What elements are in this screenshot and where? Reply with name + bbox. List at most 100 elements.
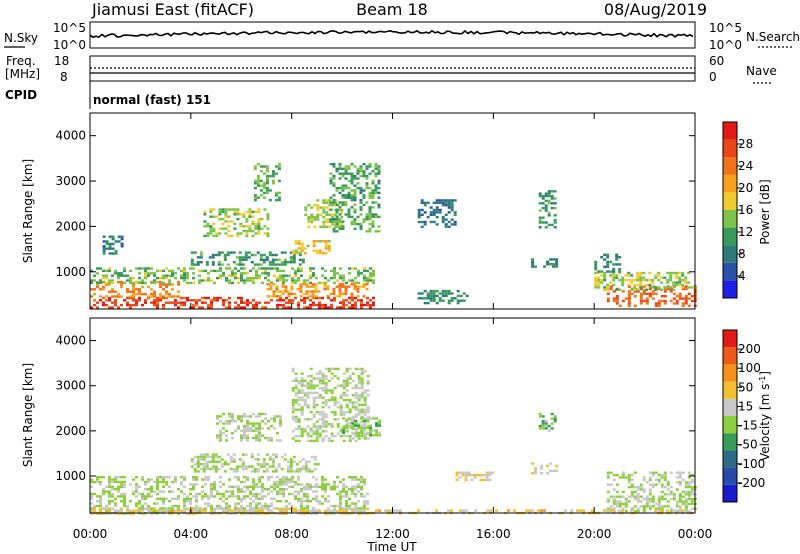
power-colorbar-swatch-6 [723, 174, 737, 193]
power-colorbar-swatch-5 [723, 192, 737, 210]
scatter-region-6 [203, 208, 270, 238]
power-colorbar-tick-0: 4 [738, 269, 746, 283]
velocity-panel: 1000 2000 3000 4000 Slant Range [km] [21, 317, 697, 515]
power-colorbar-tick-6: 28 [738, 137, 753, 151]
velocity-colorbar-swatch-9 [723, 330, 737, 348]
noise-left-tick-bottom: 10^0 [53, 38, 86, 52]
cpid-label: CPID [5, 88, 37, 102]
noise-right-tick-top: 10^5 [709, 21, 742, 35]
scatter-region-13 [531, 258, 559, 268]
velocity-colorbar-swatch-4 [723, 416, 737, 434]
freq-label-line2: [MHz] [5, 67, 40, 81]
scatter-region-0 [90, 476, 369, 515]
noise-panel: N.Sky 10^5 10^0 10^5 10^0 N.Search [4, 21, 800, 52]
power-colorbar-swatch-7 [723, 157, 737, 175]
power-colorbar-swatch-4 [723, 210, 737, 228]
scatter-region-9 [253, 162, 281, 202]
velocity-ytick-0: 1000 [55, 469, 86, 483]
velocity-ylabel: Slant Range [km] [21, 363, 35, 467]
power-panel: 1000 2000 3000 4000 Slant Range [km] [21, 112, 697, 310]
velocity-colorbar-swatch-7 [723, 364, 737, 382]
scatter-region-0 [90, 296, 375, 309]
power-heatmap [90, 162, 697, 309]
power-ytick-0: 1000 [55, 265, 86, 279]
noise-left-label: N.Sky [4, 31, 38, 45]
time-axis: 00:00 04:00 08:00 12:00 16:00 20:00 00:00 [73, 113, 713, 541]
power-colorbar-swatch-2 [723, 245, 737, 263]
velocity-colorbar-tick-2: -50 [738, 438, 758, 452]
x-tick-0: 00:00 [73, 527, 108, 541]
nave-right-tick-top: 60 [709, 54, 724, 68]
power-colorbar-tick-5: 24 [738, 159, 753, 173]
power-colorbar-tick-3: 16 [738, 203, 753, 217]
scatter-region-2 [190, 453, 320, 473]
power-ytick-2: 3000 [55, 174, 86, 188]
scatter-region-12 [417, 199, 457, 228]
station-title: Jiamusi East (fitACF) [91, 0, 254, 19]
velocity-heatmap [90, 367, 697, 515]
scatter-region-5 [291, 240, 331, 255]
noise-trace [89, 29, 694, 39]
nave-right-tick-bottom: 0 [709, 70, 717, 84]
velocity-ytick-1: 2000 [55, 424, 86, 438]
power-colorbar-swatch-0 [723, 280, 737, 298]
noise-left-tick-top: 10^5 [53, 21, 86, 35]
freq-label-line1: Freq. [6, 54, 36, 68]
velocity-colorbar: -200 -100 -50 -15 15 50 100 200 Velocity [m s-1… [722, 329, 772, 503]
beam-title: Beam 18 [356, 0, 428, 19]
date-title: 08/Aug/2019 [604, 0, 707, 19]
scatter-region-8 [455, 471, 495, 482]
x-tick-1: 04:00 [174, 527, 209, 541]
power-colorbar-swatch-1 [723, 262, 737, 281]
scatter-region-4 [190, 251, 305, 266]
freq-left-tick-bottom: 8 [60, 70, 68, 84]
noise-right-tick-bottom: 10^0 [709, 38, 742, 52]
x-axis-label: Time UT [366, 540, 417, 554]
freq-left-tick-top: 18 [54, 54, 69, 68]
velocity-colorbar-swatch-8 [723, 347, 737, 365]
power-ylabel: Slant Range [km] [21, 159, 35, 263]
x-tick-6: 00:00 [678, 527, 713, 541]
velocity-colorbar-swatch-5 [723, 398, 737, 416]
scatter-region-3 [216, 412, 282, 442]
velocity-ytick-3: 4000 [55, 334, 86, 348]
power-colorbar-tick-1: 8 [738, 247, 746, 261]
scatter-region-7 [531, 462, 559, 475]
power-ytick-3: 4000 [55, 129, 86, 143]
velocity-colorbar-swatch-6 [723, 381, 737, 399]
scatter-region-3 [266, 283, 369, 298]
power-colorbar: 4 8 12 16 20 24 28 Power [dB] [722, 121, 772, 299]
scatter-region-5 [342, 417, 382, 437]
scatter-region-16 [594, 271, 697, 291]
noise-right-label: N.Search [746, 30, 800, 44]
velocity-colorbar-tick-6: 100 [738, 361, 761, 375]
velocity-colorbar-tick-3: -15 [738, 419, 758, 433]
cpid-value: normal (fast) 151 [93, 93, 211, 107]
velocity-ytick-2: 3000 [55, 379, 86, 393]
velocity-colorbar-tick-0: -200 [738, 476, 765, 490]
power-colorbar-label: Power [dB] [758, 179, 772, 244]
velocity-colorbar-label: Velocity [m s-1] [758, 371, 772, 461]
velocity-colorbar-tick-4: 15 [738, 399, 753, 413]
power-colorbar-swatch-8 [723, 139, 737, 158]
velocity-colorbar-swatch-3 [723, 433, 737, 451]
velocity-colorbar-swatch-0 [723, 484, 737, 502]
scatter-region-9 [606, 471, 697, 513]
frequency-panel: Freq. [MHz] 18 8 60 0 Nave CPID normal (… [5, 54, 777, 109]
scatter-region-14 [538, 190, 557, 229]
scatter-region-10 [102, 235, 124, 255]
power-colorbar-swatch-3 [723, 227, 737, 246]
x-tick-4: 16:00 [476, 527, 511, 541]
power-colorbar-tick-4: 20 [738, 181, 753, 195]
velocity-colorbar-tick-1: -100 [738, 457, 765, 471]
x-tick-2: 08:00 [274, 527, 309, 541]
scatter-region-4 [291, 367, 370, 443]
scatter-region-11 [417, 289, 469, 305]
velocity-colorbar-swatch-1 [723, 467, 737, 485]
nave-label: Nave [746, 64, 777, 78]
power-colorbar-tick-2: 12 [738, 225, 753, 239]
scatter-region-2 [90, 267, 375, 285]
x-tick-5: 20:00 [577, 527, 612, 541]
velocity-colorbar-swatch-2 [723, 450, 737, 468]
